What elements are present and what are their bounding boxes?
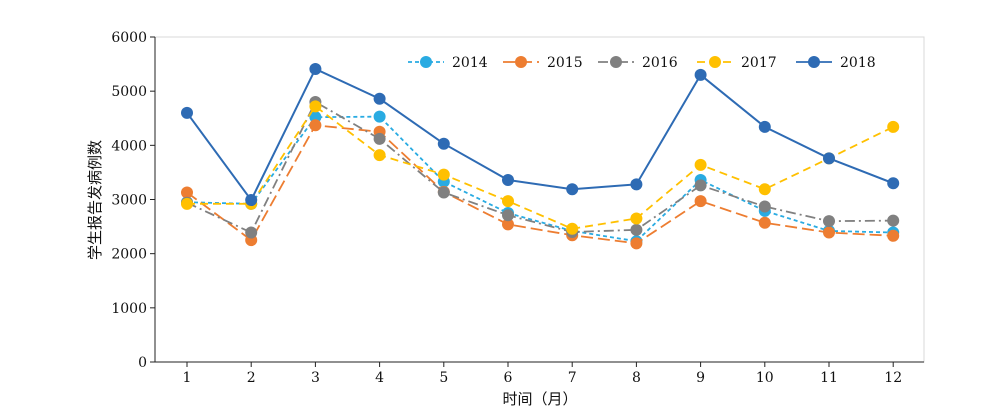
x-tick-label: 6 [504, 370, 513, 386]
data-point [181, 186, 193, 199]
x-tick-label: 4 [375, 370, 384, 386]
y-axis-ticks: 0 1000 2000 3000 4000 5000 6000 [111, 30, 155, 371]
series-line [186, 115, 894, 243]
data-point [887, 120, 900, 133]
y-tick-label: 6000 [111, 30, 147, 46]
data-point [245, 194, 258, 207]
series-2018 [181, 62, 900, 207]
data-point [502, 218, 514, 231]
y-tick-label: 3000 [111, 193, 147, 209]
legend-marker [610, 56, 622, 68]
series-2016 [181, 96, 900, 239]
y-tick-label: 2000 [111, 247, 147, 263]
data-point [373, 92, 386, 105]
data-point [373, 132, 386, 145]
legend-marker [709, 56, 721, 68]
legend-label: 2016 [642, 55, 678, 71]
legend-marker [515, 56, 527, 68]
plot-frame [154, 36, 925, 363]
data-point [502, 209, 514, 222]
legend-label: 2018 [840, 55, 876, 71]
data-point [245, 226, 258, 239]
data-point [309, 100, 322, 113]
data-point [694, 158, 707, 171]
data-point [758, 183, 771, 196]
y-axis-label: 学生报告发病例数 [86, 140, 104, 260]
data-point [694, 179, 707, 192]
data-point [566, 183, 579, 196]
data-point [309, 62, 322, 75]
data-point [502, 195, 514, 208]
data-point [887, 229, 900, 242]
y-tick-label: 4000 [111, 138, 147, 154]
data-point [694, 195, 707, 208]
data-point [630, 237, 643, 250]
series-2017 [181, 100, 900, 235]
data-point [630, 178, 643, 191]
legend: 2014 2015 2016 2017 2018 [408, 55, 876, 71]
x-tick-label: 2 [247, 370, 256, 386]
data-point [373, 110, 386, 123]
x-tick-label: 5 [439, 370, 448, 386]
x-tick-label: 11 [820, 370, 838, 386]
legend-label: 2014 [452, 55, 488, 71]
data-point [823, 152, 835, 165]
y-tick-label: 1000 [111, 301, 147, 317]
series-line [186, 124, 894, 245]
data-point [630, 212, 643, 225]
data-point [823, 215, 835, 228]
data-point [502, 174, 514, 186]
y-tick-label: 0 [138, 355, 147, 371]
data-point [630, 223, 643, 236]
legend-label: 2017 [741, 55, 777, 71]
data-point [181, 197, 193, 210]
series-line [186, 67, 894, 202]
data-point [373, 149, 386, 162]
x-tick-label: 7 [568, 370, 577, 386]
y-tick-label: 5000 [111, 84, 147, 100]
x-tick-label: 3 [311, 370, 320, 386]
series-line [186, 100, 894, 234]
x-tick-label: 10 [756, 370, 774, 386]
x-axis-label: 时间（月） [502, 390, 577, 408]
series-line [187, 105, 894, 230]
x-tick-label: 12 [884, 370, 902, 386]
data-point [758, 120, 771, 133]
data-point [758, 200, 771, 213]
data-point [309, 119, 322, 132]
x-tick-label: 1 [183, 370, 192, 386]
data-point [181, 106, 193, 119]
data-point [823, 226, 835, 239]
x-tick-label: 8 [632, 370, 641, 386]
legend-marker [420, 56, 432, 68]
data-point [437, 137, 450, 150]
data-point [694, 68, 707, 81]
x-axis-ticks: 1 2 3 4 5 6 7 8 9 10 11 12 [183, 362, 902, 386]
data-point [437, 186, 450, 199]
legend-label: 2015 [547, 55, 583, 71]
x-tick-label: 9 [696, 370, 705, 386]
legend-marker [808, 56, 820, 68]
data-point [758, 216, 771, 229]
data-point [566, 222, 579, 235]
data-point [887, 177, 900, 190]
data-point [437, 168, 450, 181]
data-point [887, 214, 900, 227]
series-layer [181, 62, 900, 250]
